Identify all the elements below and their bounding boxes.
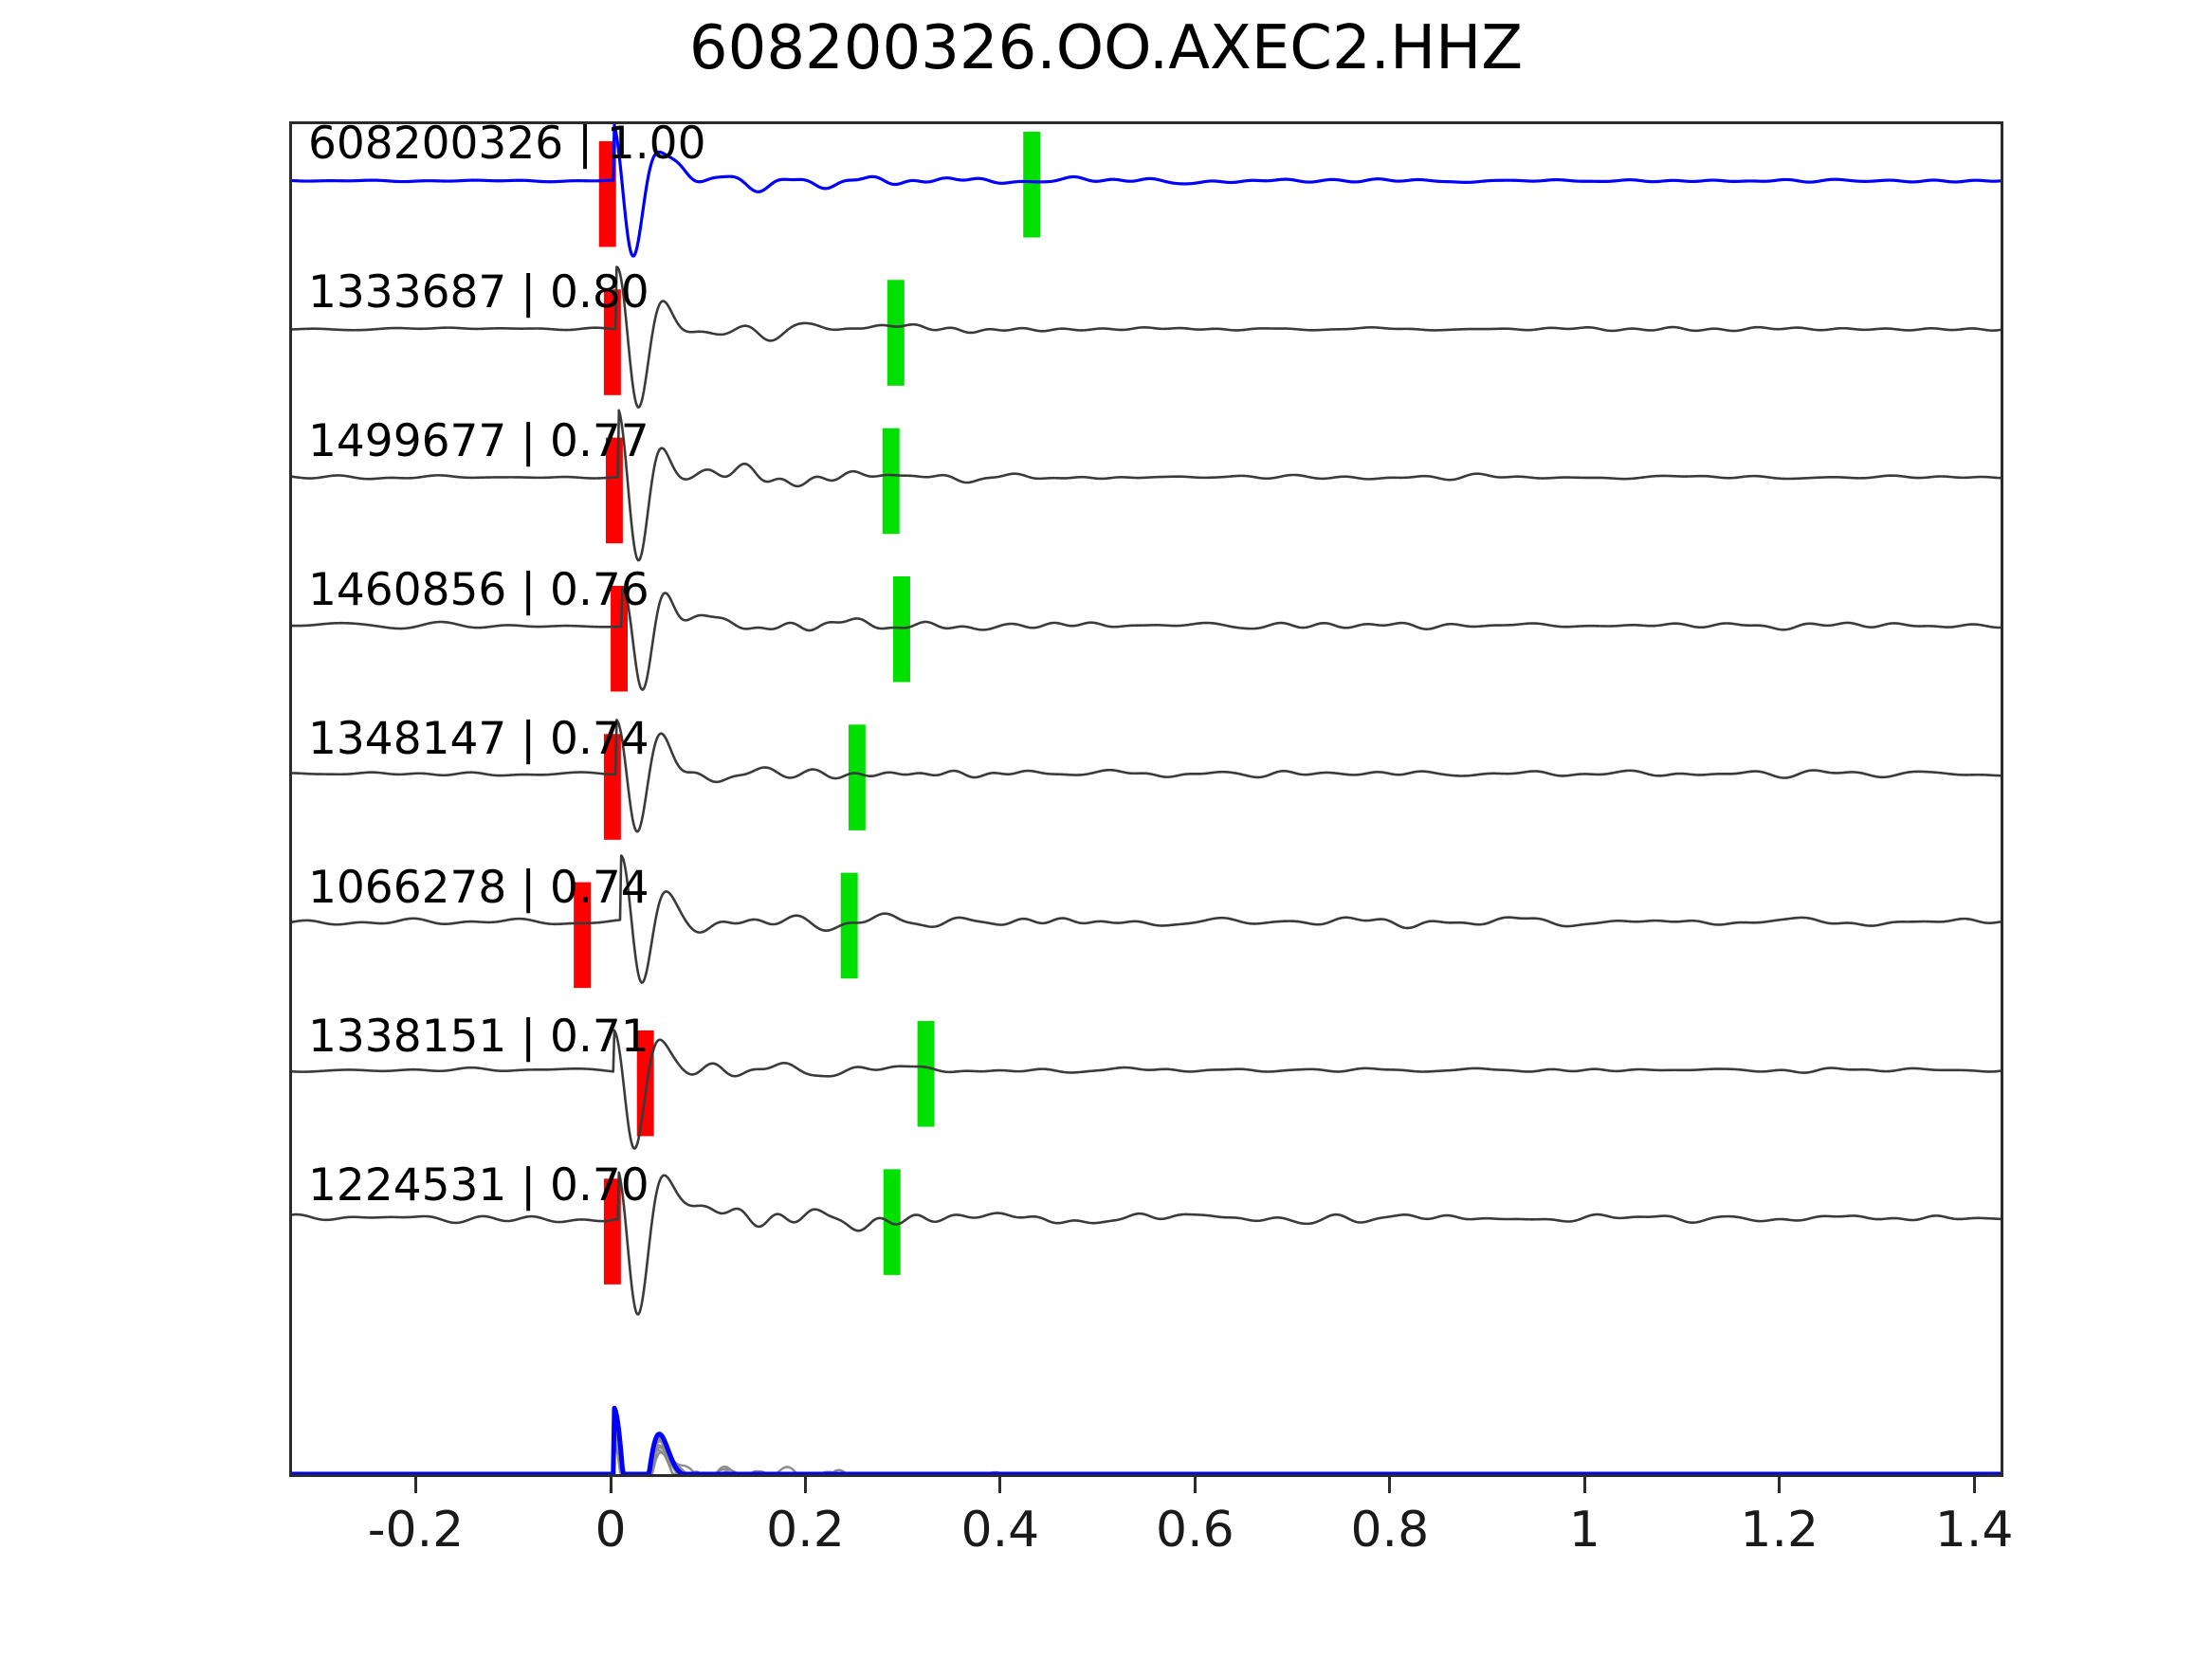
trace-label: 1066278 | 0.74 <box>308 862 649 914</box>
x-axis-tick-label: 0.4 <box>960 1502 1040 1559</box>
s-pick-marker <box>917 1021 935 1127</box>
waveform-trace <box>292 409 2001 562</box>
p-pick-marker <box>611 585 629 692</box>
waveform-trace <box>292 1029 2001 1150</box>
stack-member-trace <box>292 1423 2001 1474</box>
trace-label: 1338151 | 0.71 <box>308 1011 649 1063</box>
x-axis-tick <box>803 1477 807 1493</box>
stack-member-trace <box>292 1433 2001 1474</box>
trace-label: 1348147 | 0.74 <box>308 713 649 765</box>
x-axis-tick-label: 0 <box>594 1502 627 1559</box>
x-axis-tick <box>1388 1477 1392 1493</box>
x-axis-tick <box>998 1477 1002 1493</box>
waveform-trace <box>292 1171 2001 1316</box>
trace-label: 1333687 | 0.80 <box>308 266 649 319</box>
s-pick-marker <box>882 428 900 535</box>
waveform-trace <box>292 854 2001 984</box>
s-pick-marker <box>1023 131 1041 238</box>
waveform-trace <box>292 586 2001 691</box>
waveform-trace <box>292 265 2001 409</box>
p-pick-marker <box>574 882 592 989</box>
p-pick-marker <box>603 1178 621 1285</box>
stack-mean-trace <box>292 1405 2001 1474</box>
x-axis-tick <box>1972 1477 1976 1493</box>
x-axis-tick <box>414 1477 418 1493</box>
p-pick-marker <box>598 140 616 247</box>
s-pick-marker <box>893 575 910 683</box>
plot-area <box>289 121 2003 1477</box>
stack-member-trace <box>292 1423 2001 1474</box>
waveform-trace <box>292 124 2001 258</box>
x-axis-tick <box>1193 1477 1197 1493</box>
stack-member-trace <box>292 1408 2001 1474</box>
stack-member-trace <box>292 1418 2001 1474</box>
x-axis-tick-label: 1 <box>1568 1502 1600 1559</box>
trace-label: 1460856 | 0.76 <box>308 564 649 616</box>
x-axis-tick <box>1778 1477 1782 1493</box>
stack-member-trace <box>292 1429 2001 1474</box>
x-axis-tick-label: 1.4 <box>1934 1502 2014 1559</box>
stack-member-trace <box>292 1429 2001 1474</box>
x-axis-tick <box>1582 1477 1586 1493</box>
s-pick-marker <box>887 280 905 386</box>
x-axis-tick <box>609 1477 612 1493</box>
x-axis-tick-label: -0.2 <box>367 1502 465 1559</box>
waveform-canvas <box>292 124 2001 1474</box>
page-title: 608200326.OO.AXEC2.HHZ <box>688 13 1524 83</box>
waveform-trace <box>292 719 2001 833</box>
x-axis-tick-label: 0.2 <box>766 1502 845 1559</box>
x-axis-tick-label: 0.6 <box>1156 1502 1234 1559</box>
trace-label: 1224531 | 0.70 <box>308 1159 649 1212</box>
x-axis-tick-label: 0.8 <box>1350 1502 1430 1559</box>
x-axis-tick-labels: -0.2 0 0.2 0.4 0.6 0.8 1 1.2 1.4 <box>289 1502 2014 1568</box>
s-pick-marker <box>840 872 858 979</box>
p-pick-marker <box>636 1030 654 1137</box>
trace-label: 1499677 | 0.77 <box>308 415 649 467</box>
trace-label: 608200326 | 1.00 <box>308 118 706 170</box>
x-axis-tick-label: 1.2 <box>1740 1502 1819 1559</box>
s-pick-marker <box>848 724 866 830</box>
stack-member-trace <box>292 1438 2001 1474</box>
x-axis-tick-marks <box>289 1477 2003 1496</box>
